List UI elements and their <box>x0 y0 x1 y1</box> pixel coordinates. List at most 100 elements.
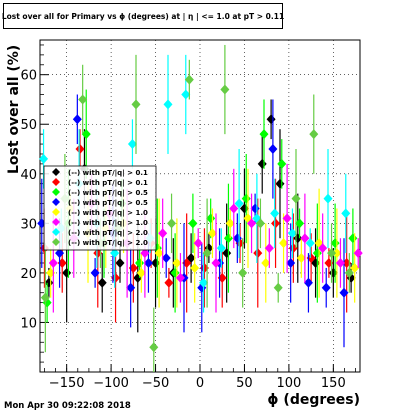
legend-marker <box>52 188 60 196</box>
x-tick-label: −150 <box>49 376 85 391</box>
data-point <box>149 342 159 353</box>
data-point <box>48 257 58 268</box>
data-point <box>350 262 360 273</box>
data-point <box>259 129 269 140</box>
data-point <box>78 94 88 105</box>
legend-label: (--) with pT/|q| > 0.1 <box>68 169 148 178</box>
legend-label: (--) with pT/|q| > 2.0 <box>68 239 148 248</box>
data-point <box>202 248 212 259</box>
data-point <box>207 228 217 239</box>
data-point <box>188 218 198 229</box>
legend-marker <box>52 218 60 226</box>
data-point <box>193 238 203 249</box>
data-point <box>39 153 49 164</box>
data-point <box>323 193 333 204</box>
data-point <box>72 114 82 125</box>
x-axis-label: ϕ (degrees) <box>267 392 360 408</box>
x-tick-label: 50 <box>236 376 253 391</box>
data-point <box>163 99 173 110</box>
data-point <box>296 253 306 264</box>
data-point <box>271 218 281 229</box>
legend-marker <box>52 198 60 206</box>
data-point <box>348 233 358 244</box>
data-point <box>190 262 200 273</box>
data-point <box>40 292 50 303</box>
data-point <box>140 248 150 259</box>
legend-marker <box>52 168 60 176</box>
data-point <box>344 267 354 278</box>
data-point <box>75 144 85 155</box>
data-point <box>277 158 287 169</box>
data-point <box>115 257 125 268</box>
data-point <box>158 228 168 239</box>
x-tick-label: −100 <box>93 376 129 391</box>
data-point <box>353 248 363 259</box>
data-point <box>309 129 319 140</box>
data-point <box>216 243 226 254</box>
data-point <box>172 257 182 268</box>
data-point <box>229 203 239 214</box>
data-point <box>335 257 345 268</box>
data-point <box>238 267 248 278</box>
data-point <box>110 248 120 259</box>
data-point <box>273 282 283 293</box>
x-tick-label: −50 <box>142 376 169 391</box>
legend-marker <box>52 208 60 216</box>
data-point <box>275 178 285 189</box>
data-point <box>300 233 310 244</box>
data-point <box>321 282 331 293</box>
timestamp: Mon Apr 30 09:22:08 2018 <box>4 401 131 411</box>
x-tick-label: 100 <box>276 376 301 391</box>
data-point <box>62 267 72 278</box>
data-point <box>164 277 174 288</box>
data-point <box>127 139 137 150</box>
data-point <box>287 228 297 239</box>
data-point <box>90 267 100 278</box>
data-point <box>282 213 292 224</box>
data-point <box>81 129 91 140</box>
data-point <box>268 144 278 155</box>
data-point <box>223 233 233 244</box>
legend-label: (--) with pT/|q| > 1.0 <box>68 209 148 218</box>
y-tick-label: 10 <box>20 316 37 331</box>
data-point <box>181 89 191 100</box>
data-point <box>136 267 146 278</box>
data-point <box>327 248 337 259</box>
legend-label: (--) with pT/|q| > 0.5 <box>68 189 148 198</box>
data-point <box>199 277 209 288</box>
data-point <box>341 208 351 219</box>
y-tick-label: 20 <box>20 267 37 282</box>
y-tick-label: 50 <box>20 118 37 133</box>
data-point <box>253 248 263 259</box>
data-point <box>167 218 177 229</box>
data-point <box>305 238 315 249</box>
chart-title: Lost over all for Primary vs ϕ (degrees)… <box>2 3 284 29</box>
data-point <box>234 198 244 209</box>
data-point <box>264 243 274 254</box>
data-point <box>270 208 280 219</box>
data-point <box>175 272 185 283</box>
data-point <box>255 218 265 229</box>
legend-label: (--) with pT/|q| > 2.0 <box>68 229 148 238</box>
data-point <box>266 114 276 125</box>
data-point <box>339 287 349 298</box>
legend-box <box>43 165 157 251</box>
data-point <box>241 193 251 204</box>
x-tick-label: 0 <box>196 376 204 391</box>
legend-label: (--) with pT/|q| > 0.1 <box>68 179 148 188</box>
data-point <box>220 84 230 95</box>
data-point <box>295 218 305 229</box>
legend-marker <box>52 228 60 236</box>
data-point <box>332 248 342 259</box>
data-point <box>131 99 141 110</box>
data-point <box>303 277 313 288</box>
data-point <box>161 253 171 264</box>
x-tick-label: 150 <box>321 376 346 391</box>
data-point <box>55 248 65 259</box>
data-point <box>257 158 267 169</box>
legend-label: (--) with pT/|q| > 1.0 <box>68 219 148 228</box>
data-point <box>184 74 194 85</box>
data-point <box>247 218 257 229</box>
y-axis-label: Lost over all (%) <box>6 44 22 174</box>
